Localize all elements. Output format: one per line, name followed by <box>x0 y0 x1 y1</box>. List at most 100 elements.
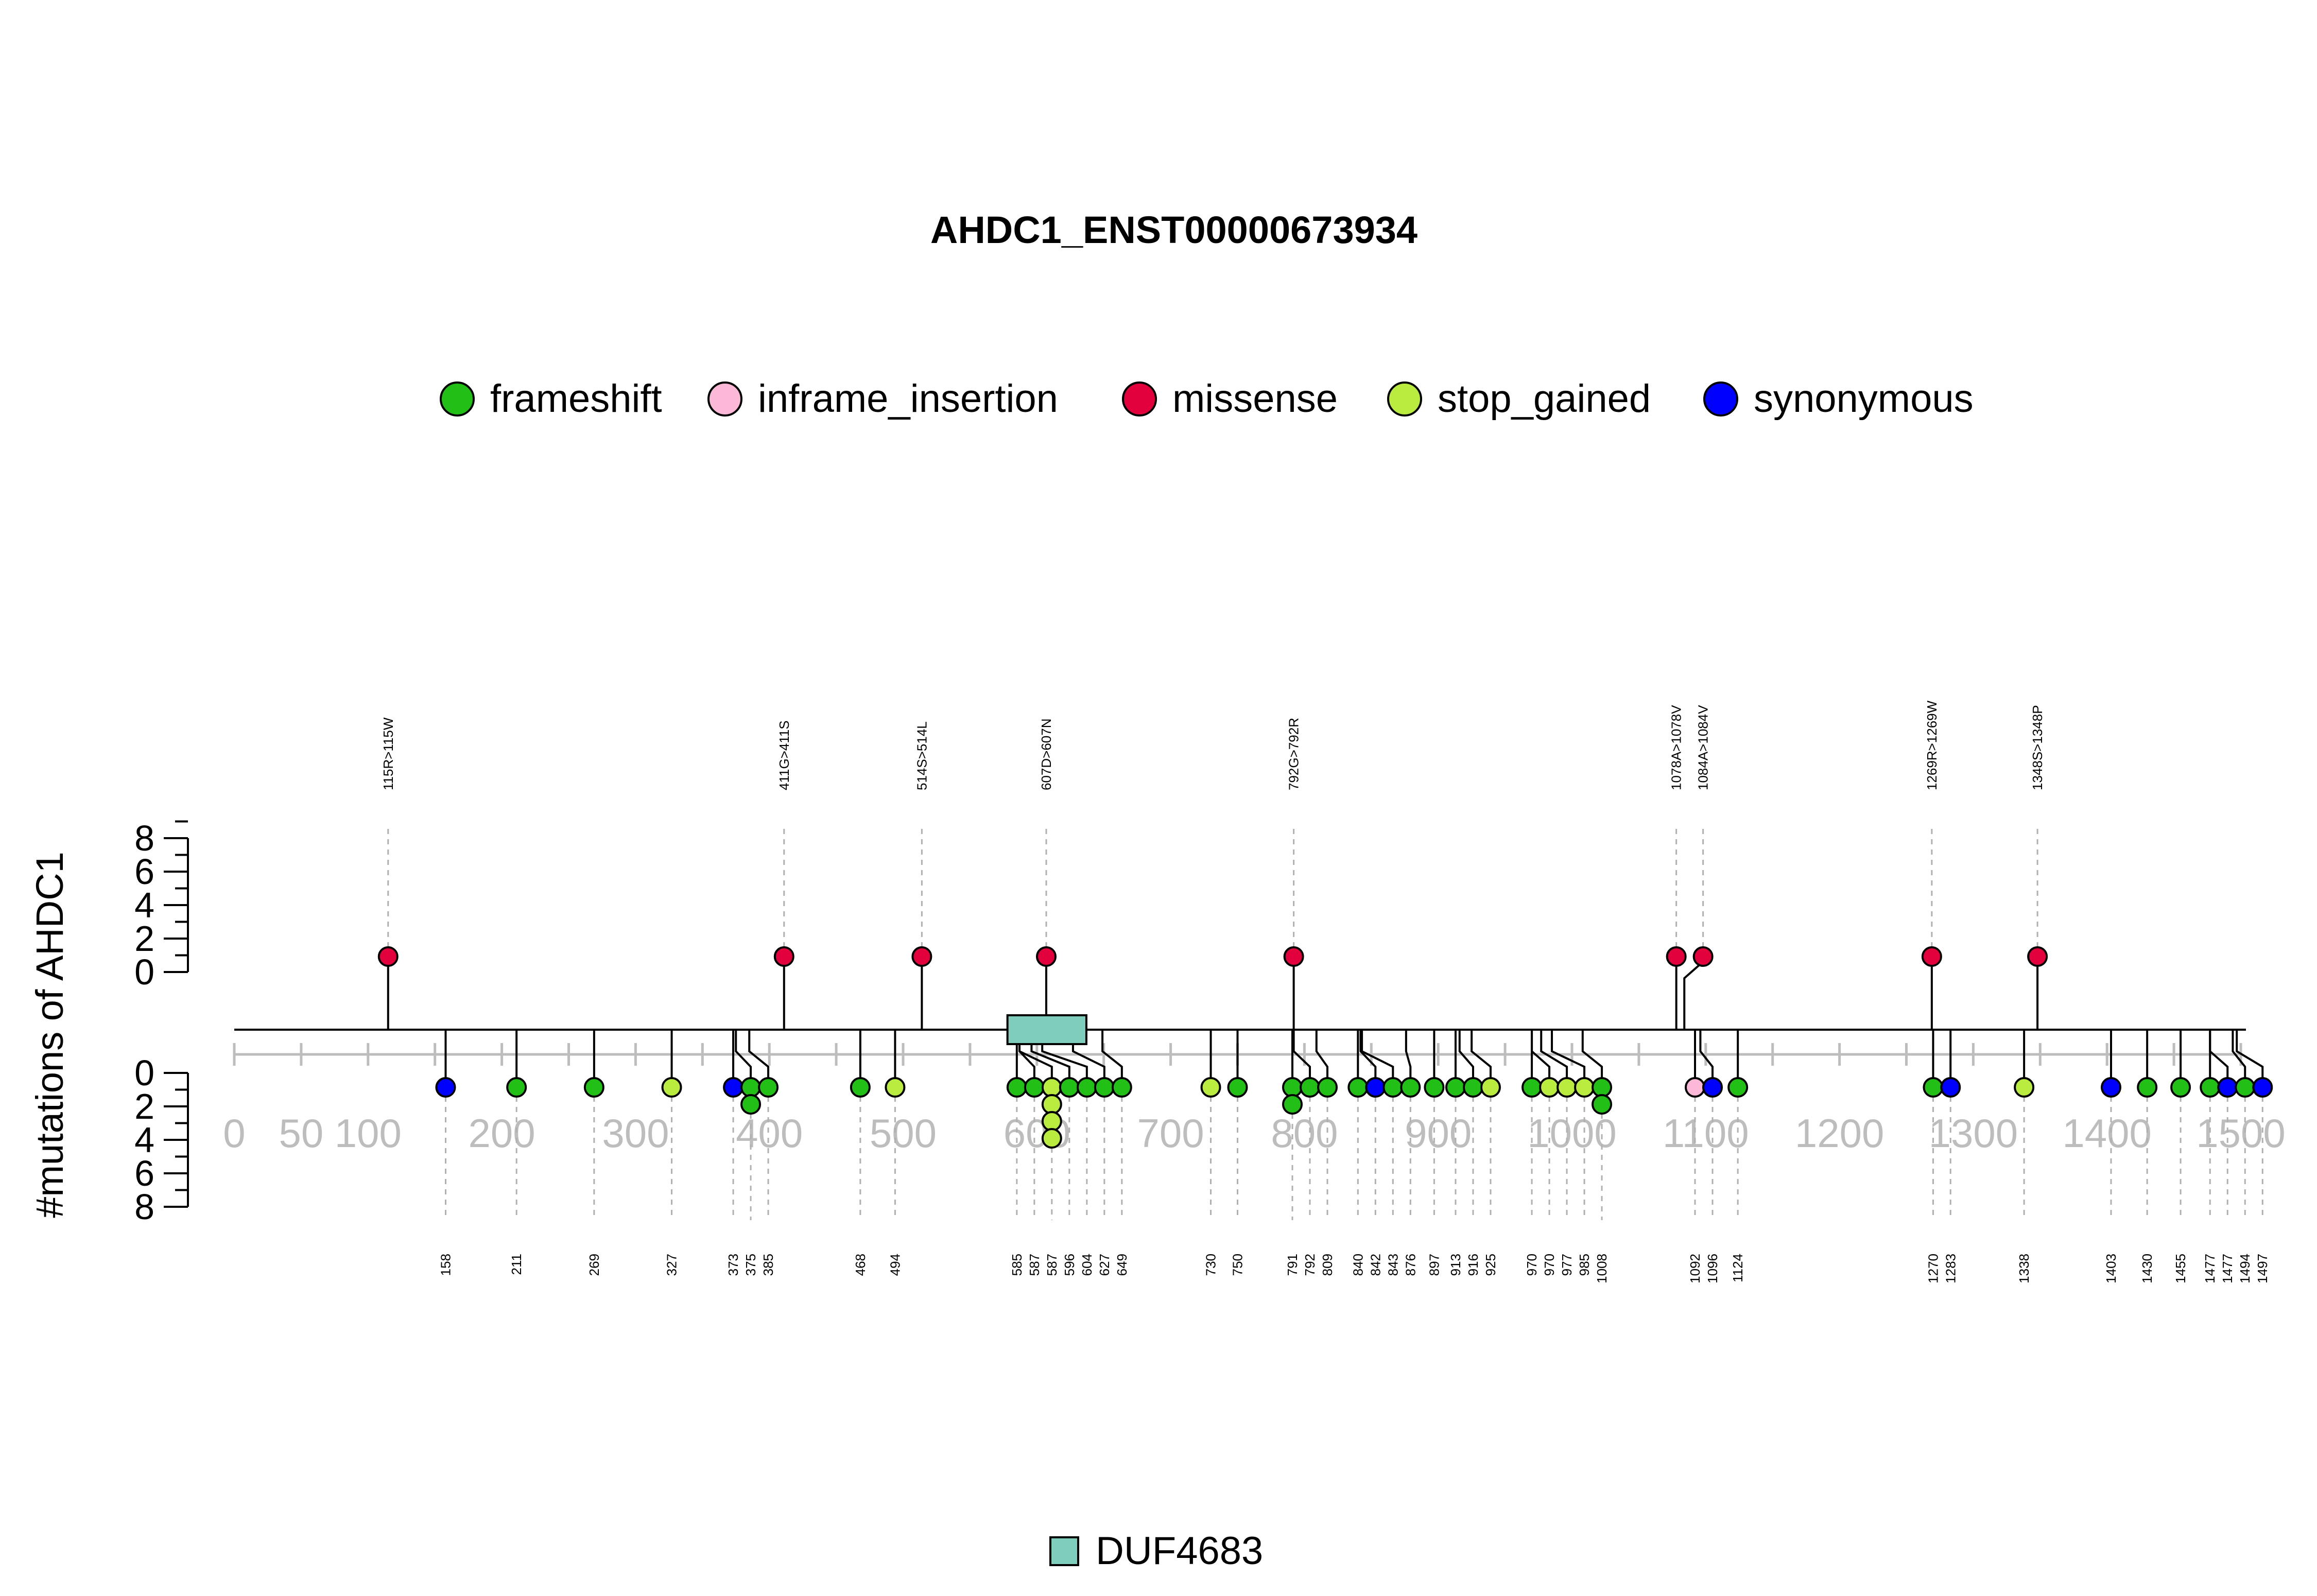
lower-position-label: 649 <box>1114 1254 1130 1276</box>
x-tick-label: 500 <box>870 1111 937 1156</box>
upper-point-missense <box>773 946 794 967</box>
lower-mutation: 1455 <box>2170 1030 2191 1283</box>
lower-point-frameshift <box>1462 1077 1483 1098</box>
x-tick-label: 100 <box>335 1111 402 1156</box>
lower-point-stop_gained <box>1539 1077 1560 1098</box>
lower-point-stop_gained <box>661 1077 682 1098</box>
lower-position-label: 897 <box>1426 1254 1442 1276</box>
lower-position-label: 1338 <box>2016 1254 2032 1283</box>
lower-position-label: 842 <box>1368 1254 1383 1276</box>
lower-point-synonymous <box>1940 1077 1961 1098</box>
upper-mutation: 411G>411S <box>773 720 794 1030</box>
legend-marker-synonymous <box>1703 381 1738 417</box>
lower-position-label: 1270 <box>1925 1254 1941 1283</box>
lower-mutation: 916 <box>1458 1030 1483 1276</box>
lower-position-label: 1455 <box>2173 1254 2188 1283</box>
lower-point-frameshift <box>1347 1077 1369 1098</box>
lower-point-frameshift <box>1727 1077 1749 1098</box>
lower-mutation: 375 <box>735 1030 762 1276</box>
upper-mutation: 792G>792R <box>1283 718 1304 1030</box>
upper-point-missense <box>1921 946 1942 967</box>
lower-mutation: 1497 <box>2236 1030 2273 1283</box>
lower-mutation: 1096 <box>1699 1030 1723 1283</box>
upper-mutation: 514S>514L <box>911 721 932 1030</box>
legend-label-frameshift: frameshift <box>490 377 662 421</box>
lower-point-frameshift <box>2200 1077 2221 1098</box>
lower-position-label: 1092 <box>1687 1254 1703 1283</box>
lower-position-label: 977 <box>1559 1254 1575 1276</box>
lower-position-label: 1008 <box>1594 1254 1610 1283</box>
lower-point-synonymous <box>723 1077 744 1098</box>
y-tick-label-lower: 0 <box>134 1053 154 1093</box>
upper-mutation: 1084A>1084V <box>1683 705 1714 1030</box>
lower-position-label: 375 <box>743 1254 758 1276</box>
y-tick-label-lower: 2 <box>134 1086 154 1126</box>
lower-position-label: 158 <box>438 1254 453 1276</box>
lower-position-label: 494 <box>887 1254 903 1276</box>
x-tick-label: 700 <box>1137 1111 1204 1156</box>
x-tick-label: 0 <box>223 1111 245 1156</box>
lower-mutation: 985 <box>1551 1030 1595 1276</box>
upper-mutation-label: 1348S>1348P <box>2030 705 2045 790</box>
upper-lollipops: 115R>115W 411G>411S 514S>514L 607D>607N 792G… <box>377 700 2048 1030</box>
upper-mutation: 1348S>1348P <box>2027 705 2048 1030</box>
upper-mutation-label: 1078A>1078V <box>1669 705 1684 790</box>
upper-mutation-label: 411G>411S <box>776 720 792 790</box>
lower-point-stop_gained <box>885 1077 906 1098</box>
lower-mutation: 327 <box>661 1030 682 1276</box>
lower-position-label: 792 <box>1302 1254 1318 1276</box>
lower-mutation: 1494 <box>2232 1030 2256 1283</box>
lower-position-label: 1096 <box>1705 1254 1720 1283</box>
lower-point-synonymous <box>2217 1077 2238 1098</box>
lower-mutation: 730 <box>1200 1030 1221 1276</box>
lower-point-stop_gained <box>1041 1077 1062 1098</box>
lower-point-frameshift <box>758 1077 779 1098</box>
upper-point-missense <box>911 946 932 967</box>
lower-mutation: 750 <box>1227 1030 1248 1276</box>
lower-mutation: 1124 <box>1727 1030 1749 1282</box>
lower-position-label: 985 <box>1577 1254 1592 1276</box>
x-tick-label: 900 <box>1405 1111 1472 1156</box>
lower-point-frameshift <box>1282 1094 1303 1115</box>
lower-mutation: 897 <box>1424 1030 1445 1276</box>
lower-lollipops: 158 211 269 327 373 375 385 468 494 585 587 587 596 6… <box>435 1030 2273 1283</box>
lower-point-frameshift <box>1923 1077 1944 1098</box>
upper-mutation-label: 1269R>1269W <box>1924 700 1940 790</box>
lower-point-frameshift <box>1521 1077 1543 1098</box>
legend-label-synonymous: synonymous <box>1754 377 1974 421</box>
lower-mutation: 468 <box>850 1030 871 1276</box>
lower-position-label: 269 <box>586 1254 602 1276</box>
y-tick-label-upper: 2 <box>134 918 154 959</box>
x-tick-label: 1400 <box>2062 1111 2152 1156</box>
legend-marker-stop_gained <box>1387 381 1422 417</box>
lower-mutation: 1283 <box>1940 1030 1961 1283</box>
lower-position-label: 385 <box>760 1254 776 1276</box>
lower-mutation: 970 <box>1531 1030 1560 1276</box>
lower-mutation: 792 <box>1292 1030 1321 1276</box>
y-tick-label-lower: 8 <box>134 1187 154 1227</box>
lower-point-frameshift <box>1300 1077 1321 1098</box>
lower-mutation: 1403 <box>2100 1030 2121 1283</box>
y-tick-label-lower: 6 <box>134 1153 154 1193</box>
upper-point-missense <box>1283 946 1304 967</box>
lower-mutation: 211 <box>506 1030 527 1275</box>
y-axis-label: #mutations of AHDC1 <box>28 852 71 1218</box>
lower-position-label: 596 <box>1062 1254 1077 1276</box>
lower-position-label: 1283 <box>1943 1254 1958 1283</box>
legend-label-missense: missense <box>1172 377 1338 421</box>
lower-mutation: 1477 <box>2200 1030 2221 1283</box>
lower-position-label: 587 <box>1027 1254 1042 1276</box>
lower-mutation: 373 <box>723 1030 744 1276</box>
upper-mutation-label: 115R>115W <box>381 717 396 790</box>
lower-mutation: 1270 <box>1923 1030 1944 1283</box>
lower-mutation: 649 <box>1101 1030 1132 1276</box>
upper-point-missense <box>1692 946 1714 967</box>
lower-position-label: 1430 <box>2139 1254 2155 1283</box>
x-axis: 0 50 100 200 300 400 500 600 700 800 900 1000 1100 12… <box>223 1043 2286 1156</box>
x-tick-label: 200 <box>469 1111 535 1156</box>
lower-position-label: 587 <box>1044 1254 1060 1276</box>
legend-marker-inframe_insertion <box>707 381 742 417</box>
